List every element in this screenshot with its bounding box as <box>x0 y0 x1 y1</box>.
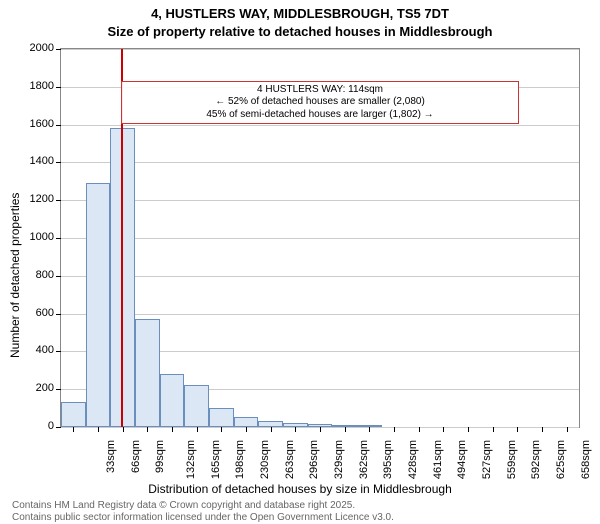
ytick-label: 200 <box>4 382 54 394</box>
x-axis-label: Distribution of detached houses by size … <box>0 482 600 496</box>
ytick-label: 1200 <box>4 193 54 205</box>
xtick-mark <box>468 427 469 432</box>
xtick-mark <box>419 427 420 432</box>
ytick-mark <box>56 162 61 163</box>
histogram-bar <box>184 385 209 427</box>
xtick-label: 428sqm <box>407 440 419 479</box>
xtick-label: 592sqm <box>530 440 542 479</box>
footer-line-1: Contains HM Land Registry data © Crown c… <box>12 500 394 512</box>
ytick-mark <box>56 314 61 315</box>
ytick-mark <box>56 87 61 88</box>
gridline <box>61 200 579 201</box>
xtick-label: 329sqm <box>333 440 345 479</box>
ytick-label: 1800 <box>4 80 54 92</box>
xtick-label: 33sqm <box>105 440 117 473</box>
xtick-label: 198sqm <box>234 440 246 479</box>
annotation-line: ← 52% of detached houses are smaller (2,… <box>126 96 514 109</box>
xtick-label: 99sqm <box>154 440 166 473</box>
histogram-bar <box>209 408 234 427</box>
ytick-mark <box>56 125 61 126</box>
xtick-label: 66sqm <box>130 440 142 473</box>
xtick-label: 461sqm <box>432 440 444 479</box>
ytick-mark <box>56 389 61 390</box>
ytick-label: 1000 <box>4 231 54 243</box>
histogram-bar <box>234 417 259 427</box>
xtick-label: 395sqm <box>382 440 394 479</box>
xtick-mark <box>493 427 494 432</box>
xtick-mark <box>123 427 124 432</box>
xtick-mark <box>147 427 148 432</box>
xtick-mark <box>271 427 272 432</box>
ytick-mark <box>56 49 61 50</box>
gridline <box>61 162 579 163</box>
xtick-label: 559sqm <box>506 440 518 479</box>
xtick-label: 625sqm <box>555 440 567 479</box>
xtick-label: 296sqm <box>308 440 320 479</box>
xtick-label: 230sqm <box>259 440 271 479</box>
footer-line-2: Contains public sector information licen… <box>12 512 394 524</box>
annotation-line: 45% of semi-detached houses are larger (… <box>126 109 514 122</box>
xtick-mark <box>172 427 173 432</box>
gridline <box>61 238 579 239</box>
ytick-label: 1400 <box>4 155 54 167</box>
histogram-bar <box>61 402 86 427</box>
annotation-box: 4 HUSTLERS WAY: 114sqm← 52% of detached … <box>121 81 519 125</box>
xtick-label: 263sqm <box>284 440 296 479</box>
xtick-mark <box>369 427 370 432</box>
histogram-plot-area: 4 HUSTLERS WAY: 114sqm← 52% of detached … <box>60 48 580 428</box>
ytick-mark <box>56 276 61 277</box>
histogram-bar <box>86 183 111 427</box>
ytick-mark <box>56 200 61 201</box>
gridline <box>61 125 579 126</box>
ytick-mark <box>56 238 61 239</box>
ytick-label: 600 <box>4 307 54 319</box>
ytick-label: 800 <box>4 269 54 281</box>
xtick-label: 132sqm <box>185 440 197 479</box>
xtick-label: 658sqm <box>580 440 592 479</box>
histogram-bar <box>135 319 160 427</box>
gridline <box>61 276 579 277</box>
ytick-label: 400 <box>4 344 54 356</box>
gridline <box>61 314 579 315</box>
xtick-mark <box>517 427 518 432</box>
xtick-mark <box>320 427 321 432</box>
figure: 4, HUSTLERS WAY, MIDDLESBROUGH, TS5 7DT … <box>0 0 600 500</box>
xtick-mark <box>221 427 222 432</box>
ytick-label: 0 <box>4 420 54 432</box>
annotation-line: 4 HUSTLERS WAY: 114sqm <box>126 84 514 97</box>
xtick-mark <box>73 427 74 432</box>
xtick-mark <box>246 427 247 432</box>
title-line-1: 4, HUSTLERS WAY, MIDDLESBROUGH, TS5 7DT <box>0 6 600 21</box>
xtick-mark <box>394 427 395 432</box>
ytick-label: 2000 <box>4 42 54 54</box>
ytick-label: 1600 <box>4 118 54 130</box>
xtick-mark <box>567 427 568 432</box>
title-line-2: Size of property relative to detached ho… <box>0 24 600 39</box>
xtick-mark <box>98 427 99 432</box>
gridline <box>61 49 579 50</box>
footer-attribution: Contains HM Land Registry data © Crown c… <box>12 500 394 524</box>
xtick-label: 527sqm <box>481 440 493 479</box>
xtick-mark <box>542 427 543 432</box>
ytick-mark <box>56 351 61 352</box>
xtick-label: 165sqm <box>210 440 222 479</box>
xtick-mark <box>295 427 296 432</box>
xtick-mark <box>443 427 444 432</box>
ytick-mark <box>56 427 61 428</box>
xtick-label: 362sqm <box>358 440 370 479</box>
xtick-mark <box>197 427 198 432</box>
xtick-label: 494sqm <box>456 440 468 479</box>
xtick-mark <box>345 427 346 432</box>
histogram-bar <box>160 374 185 427</box>
